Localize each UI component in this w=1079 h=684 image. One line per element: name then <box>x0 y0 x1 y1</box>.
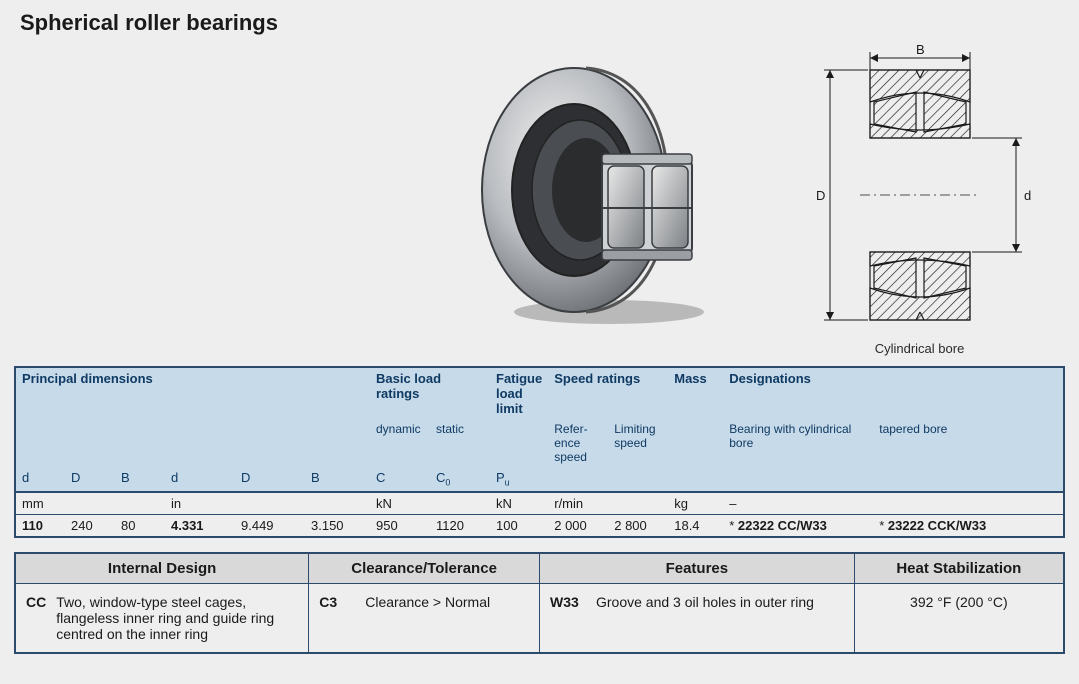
cell-Pu: 100 <box>490 514 548 537</box>
table-header-groups: Principal dimensions Basic load ratings … <box>15 367 1064 419</box>
cell-D-in: 9.449 <box>235 514 305 537</box>
text-internal: Two, window-type steel cages, flangeless… <box>56 594 298 642</box>
notes-features-cell: W33 Groove and 3 oil holes in outer ring <box>539 583 854 653</box>
notes-data-row: CC Two, window-type steel cages, flangel… <box>15 583 1064 653</box>
cell-lim-speed: 2 800 <box>608 514 668 537</box>
hdr-basic-load: Basic load ratings <box>370 367 490 419</box>
page-title: Spherical roller bearings <box>20 10 1065 36</box>
table-unit-row: mm in kN kN r/min kg – <box>15 492 1064 515</box>
hdr-speed: Speed ratings <box>548 367 668 419</box>
notes-hdr-internal: Internal Design <box>15 553 309 584</box>
cell-C: 950 <box>370 514 430 537</box>
datasheet-page: Spherical roller bearings <box>0 0 1079 684</box>
bearing-3d-illustration <box>414 40 774 340</box>
hdr-fatigue: Fatigue load limit <box>490 367 548 419</box>
code-c3: C3 <box>319 594 355 610</box>
notes-header-row: Internal Design Clearance/Tolerance Feat… <box>15 553 1064 584</box>
hdr-mass: Mass <box>668 367 723 419</box>
cell-desig-tap: * 23222 CCK/W33 <box>873 514 1064 537</box>
spec-table: Principal dimensions Basic load ratings … <box>14 366 1065 538</box>
notes-internal-cell: CC Two, window-type steel cages, flangel… <box>15 583 309 653</box>
schematic-caption: Cylindrical bore <box>875 341 965 356</box>
cell-d-mm: 110 <box>15 514 65 537</box>
table-header-sub: dynamic static Refer-ence speed Limiting… <box>15 419 1064 467</box>
text-features: Groove and 3 oil holes in outer ring <box>596 594 814 610</box>
dim-label-d: d <box>1024 188 1031 203</box>
hero-row: B D d <box>14 40 1065 360</box>
cell-mass: 18.4 <box>668 514 723 537</box>
table-data-row: 110 240 80 4.331 9.449 3.150 950 1120 10… <box>15 514 1064 537</box>
cell-B-mm: 80 <box>115 514 165 537</box>
notes-table: Internal Design Clearance/Tolerance Feat… <box>14 552 1065 654</box>
code-w33: W33 <box>550 594 586 610</box>
notes-clearance-cell: C3 Clearance > Normal <box>309 583 540 653</box>
cell-B-in: 3.150 <box>305 514 370 537</box>
cell-d-in: 4.331 <box>165 514 235 537</box>
notes-hdr-heat: Heat Stabilization <box>854 553 1064 584</box>
text-clearance: Clearance > Normal <box>365 594 490 610</box>
dim-label-D: D <box>816 188 825 203</box>
hdr-principal: Principal dimensions <box>15 367 370 419</box>
cell-desig-cyl: * 22322 CC/W33 <box>723 514 873 537</box>
hdr-designations: Designations <box>723 367 1064 419</box>
code-cc: CC <box>26 594 46 642</box>
text-heat: 392 °F (200 °C) <box>854 583 1064 653</box>
schematic-panel: B D d <box>774 40 1065 356</box>
dim-label-B: B <box>916 42 925 57</box>
notes-hdr-clearance: Clearance/Tolerance <box>309 553 540 584</box>
cell-D-mm: 240 <box>65 514 115 537</box>
schematic-drawing: B D d <box>790 40 1050 335</box>
cell-C0: 1120 <box>430 514 490 537</box>
notes-hdr-features: Features <box>539 553 854 584</box>
cell-ref-speed: 2 000 <box>548 514 608 537</box>
table-header-symbols: d D B d D B C C0 Pu <box>15 467 1064 492</box>
